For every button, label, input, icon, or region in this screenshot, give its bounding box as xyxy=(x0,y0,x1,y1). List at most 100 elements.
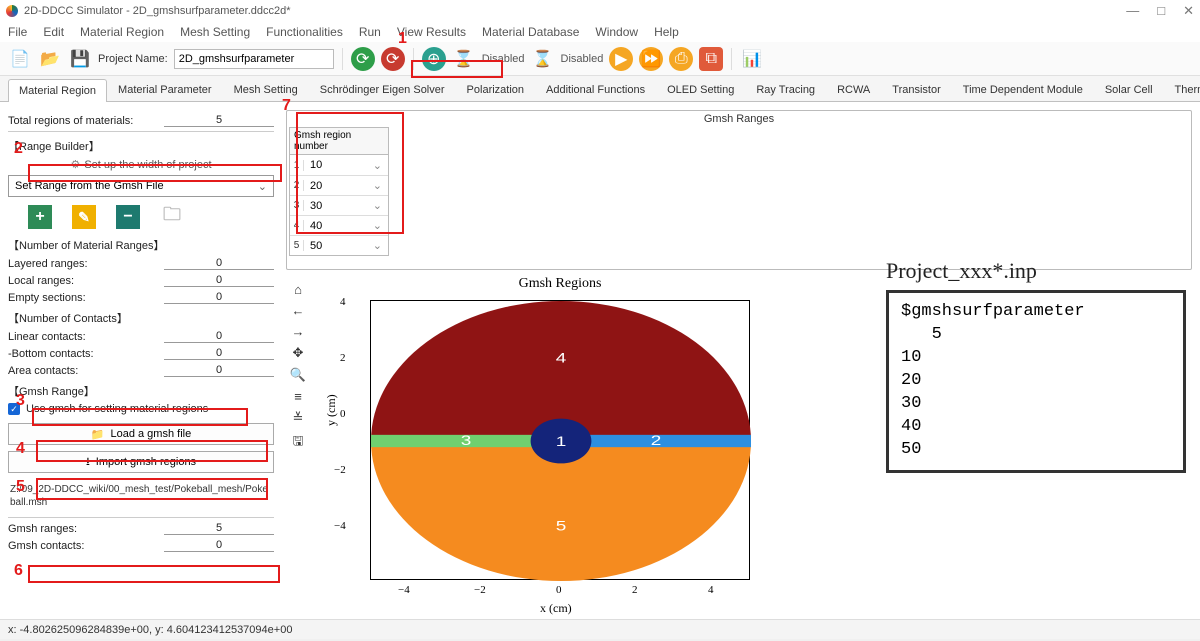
gmsh-region-table: Gmsh region number 110 220 330 440 550 xyxy=(289,127,389,256)
gmsh-ranges-label: Gmsh ranges: xyxy=(8,523,164,535)
chart-ylabel: y (cm) xyxy=(324,394,339,426)
window-titlebar: 2D-DDCC Simulator - 2D_gmshsurfparameter… xyxy=(0,0,1200,22)
range-source-dropdown[interactable]: Set Range from the Gmsh File xyxy=(8,175,274,197)
app-icon xyxy=(6,5,18,17)
subplot-icon[interactable]: ≡ xyxy=(294,389,302,404)
total-regions-value[interactable]: 5 xyxy=(164,114,274,127)
close-btn[interactable]: ✕ xyxy=(1183,3,1194,19)
copy-icon[interactable]: ⧉ xyxy=(699,47,723,71)
settings-icon[interactable]: ≚ xyxy=(293,410,304,426)
tab-additional-functions[interactable]: Additional Functions xyxy=(535,78,656,101)
overlay-title: Project_xxx*.inp xyxy=(886,258,1186,284)
inp-overlay: Project_xxx*.inp $gmshsurfparameter 5 10… xyxy=(886,258,1186,473)
maximize-btn[interactable]: □ xyxy=(1157,3,1165,19)
menu-mesh-setting[interactable]: Mesh Setting xyxy=(180,25,250,39)
pan-icon[interactable]: ✥ xyxy=(293,345,304,361)
gmsh-ranges-value[interactable]: 5 xyxy=(164,522,274,535)
tab-thermal[interactable]: Thermal xyxy=(1164,78,1200,101)
menu-functionalities[interactable]: Functionalities xyxy=(266,25,343,39)
chart-title: Gmsh Regions xyxy=(310,276,810,292)
range-builder-label: 【Range Builder】 xyxy=(8,138,274,154)
table-row[interactable]: 440 xyxy=(290,215,388,235)
tab-transistor[interactable]: Transistor xyxy=(881,78,952,101)
import-gmsh-button[interactable]: ⭳Import gmsh regions xyxy=(8,451,274,473)
menu-material-database[interactable]: Material Database xyxy=(482,25,579,39)
tab-mesh-setting[interactable]: Mesh Setting xyxy=(223,78,309,101)
chart-toolbar: ⌂ ← → ✥ 🔍 ≡ ≚ 🖫 xyxy=(286,276,310,616)
menu-edit[interactable]: Edit xyxy=(43,25,64,39)
menu-window[interactable]: Window xyxy=(595,25,638,39)
globe-icon[interactable]: ⊕ xyxy=(422,47,446,71)
local-value: 0 xyxy=(164,274,274,287)
overlay-code: $gmshsurfparameter 5 10 20 30 40 50 xyxy=(886,290,1186,473)
tab-material-parameter[interactable]: Material Parameter xyxy=(107,78,223,101)
tab-ray-tracing[interactable]: Ray Tracing xyxy=(745,78,826,101)
menu-material-region[interactable]: Material Region xyxy=(80,25,164,39)
menubar: File Edit Material Region Mesh Setting F… xyxy=(0,22,1200,42)
local-label: Local ranges: xyxy=(8,275,164,287)
project-name-input[interactable] xyxy=(174,49,334,69)
region-3-label: 3 xyxy=(461,433,472,449)
tab-time-dependent[interactable]: Time Dependent Module xyxy=(952,78,1094,101)
bottom-value: 0 xyxy=(164,347,274,360)
load-gmsh-button[interactable]: 📁Load a gmsh file xyxy=(8,423,274,445)
status-coords: x: -4.802625096284839e+00, y: 4.60412341… xyxy=(8,624,292,636)
use-gmsh-checkbox-row[interactable]: ✓ Use gmsh for setting material regions xyxy=(8,403,274,415)
plot-frame: 4 5 3 2 1 xyxy=(370,300,750,580)
tab-material-region[interactable]: Material Region xyxy=(8,79,107,102)
forward-icon[interactable]: → xyxy=(292,324,305,339)
layered-value: 0 xyxy=(164,257,274,270)
play-icon[interactable]: ▶ xyxy=(609,47,633,71)
tab-polarization[interactable]: Polarization xyxy=(456,78,535,101)
refresh-red-icon[interactable]: ⟳ xyxy=(381,47,405,71)
window-title: 2D-DDCC Simulator - 2D_gmshsurfparameter… xyxy=(24,5,291,17)
menu-help[interactable]: Help xyxy=(654,25,679,39)
folder-button[interactable]: 🗀 xyxy=(160,205,184,229)
disabled-label-1: Disabled xyxy=(482,53,525,65)
region-1-label: 1 xyxy=(556,433,567,449)
gmsh-filepath: Z:/09_2D-DDCC_wiki/00_mesh_test/Pokeball… xyxy=(8,479,274,513)
menu-run[interactable]: Run xyxy=(359,25,381,39)
add-range-button[interactable]: + xyxy=(28,205,52,229)
fast-forward-icon[interactable]: ⏩ xyxy=(639,47,663,71)
checkbox-icon: ✓ xyxy=(8,403,20,415)
zoom-icon[interactable]: 🔍 xyxy=(290,367,306,383)
print-icon[interactable]: ⎙ xyxy=(669,47,693,71)
chart-xlabel: x (cm) xyxy=(540,601,572,616)
table-row[interactable]: 330 xyxy=(290,195,388,215)
tab-oled[interactable]: OLED Setting xyxy=(656,78,745,101)
save-fig-icon[interactable]: 🖫 xyxy=(292,432,303,454)
table-row[interactable]: 110 xyxy=(290,155,388,175)
tab-solar-cell[interactable]: Solar Cell xyxy=(1094,78,1164,101)
use-gmsh-label: Use gmsh for setting material regions xyxy=(26,403,208,415)
gmsh-contacts-label: Gmsh contacts: xyxy=(8,540,164,552)
menu-file[interactable]: File xyxy=(8,25,27,39)
table-row[interactable]: 220 xyxy=(290,175,388,195)
new-icon[interactable]: 📄 xyxy=(8,47,32,71)
num-contacts-label: 【Number of Contacts】 xyxy=(8,310,274,326)
hourglass1-icon[interactable]: ⌛ xyxy=(452,47,476,71)
minimize-btn[interactable]: — xyxy=(1126,3,1139,19)
gmsh-range-label: 【Gmsh Range】 xyxy=(8,383,274,399)
hourglass2-icon[interactable]: ⌛ xyxy=(531,47,555,71)
toolbar: 📄 📂 💾 Project Name: ⟳ ⟳ ⊕ ⌛ Disabled ⌛ D… xyxy=(0,42,1200,76)
gmsh-ranges-title: Gmsh Ranges xyxy=(289,113,1189,125)
setup-width-link[interactable]: ⚙Set up the width of project xyxy=(8,158,274,171)
tab-schrodinger[interactable]: Schrödinger Eigen Solver xyxy=(309,78,456,101)
empty-label: Empty sections: xyxy=(8,292,164,304)
region-5-label: 5 xyxy=(556,518,567,534)
remove-range-button[interactable]: − xyxy=(116,205,140,229)
edit-range-button[interactable]: ✎ xyxy=(72,205,96,229)
open-icon[interactable]: 📂 xyxy=(38,47,62,71)
back-icon[interactable]: ← xyxy=(292,303,305,318)
table-row[interactable]: 550 xyxy=(290,235,388,255)
tab-rcwa[interactable]: RCWA xyxy=(826,78,881,101)
gmsh-ranges-panel: Gmsh Ranges Gmsh region number 110 220 3… xyxy=(286,110,1192,270)
gmsh-contacts-value: 0 xyxy=(164,539,274,552)
left-panel: Total regions of materials: 5 【Range Bui… xyxy=(0,102,282,619)
home-icon[interactable]: ⌂ xyxy=(294,282,302,297)
chart-icon[interactable]: 📊 xyxy=(740,47,764,71)
save-icon[interactable]: 💾 xyxy=(68,47,92,71)
refresh-green-icon[interactable]: ⟳ xyxy=(351,47,375,71)
menu-view-results[interactable]: View Results xyxy=(397,25,466,39)
